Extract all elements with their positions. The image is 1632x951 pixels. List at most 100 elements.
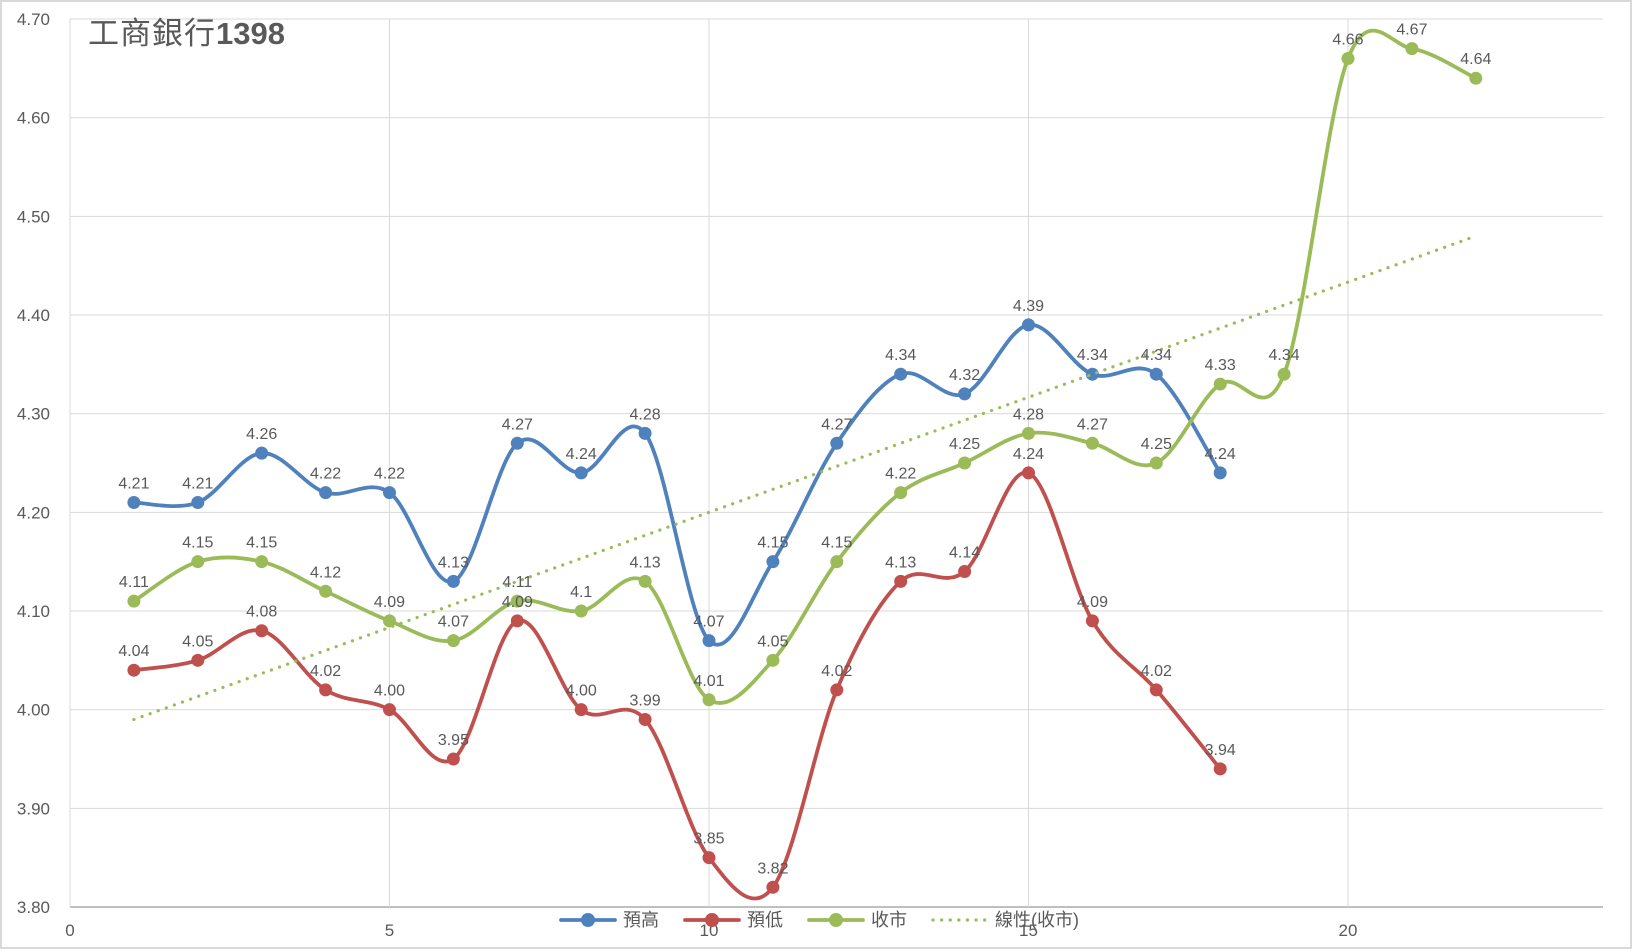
data-point-close <box>446 634 460 648</box>
chart-title-name: 工商銀行 <box>88 16 216 51</box>
data-point-low <box>1022 466 1035 480</box>
data-point-close <box>1341 51 1355 65</box>
data-label-close: 4.12 <box>310 564 341 581</box>
y-tick-label: 4.50 <box>17 207 50 226</box>
data-label-low: 3.94 <box>1205 742 1236 759</box>
data-point-high <box>958 387 972 401</box>
data-point-close <box>1022 426 1035 440</box>
y-tick-label: 4.00 <box>17 701 50 720</box>
series-low <box>127 466 1227 901</box>
data-label-close: 4.07 <box>438 614 469 631</box>
legend-label-high: 預高 <box>623 910 659 930</box>
legend-label-low: 預低 <box>747 910 783 930</box>
series-data-labels-low: 4.04 4.05 4.08 4.02 4.00 3.95 4.09 4.00 3.99 3.85… <box>118 446 1236 877</box>
series-high <box>127 318 1227 648</box>
x-tick-label: 0 <box>65 921 74 940</box>
data-point-close <box>958 456 972 470</box>
data-point-high <box>127 495 141 509</box>
data-point-high <box>1149 367 1163 381</box>
legend-item-low[interactable]: 預低 <box>683 910 783 930</box>
data-label-close: 4.11 <box>119 574 149 591</box>
series-close <box>127 28 1483 707</box>
data-point-high <box>383 486 396 500</box>
data-label-low: 4.02 <box>1141 663 1172 680</box>
data-label-high: 4.21 <box>182 475 213 492</box>
data-point-low <box>1085 614 1099 628</box>
data-label-close: 4.28 <box>1013 406 1044 423</box>
data-point-high <box>255 446 269 460</box>
data-label-low: 4.24 <box>1013 446 1044 463</box>
legend-item-close[interactable]: 收市 <box>807 910 907 930</box>
y-axis-tick-labels: 3.80 3.90 4.00 4.10 4.20 4.30 4.40 4.50 4.60 4.70 <box>17 10 50 917</box>
data-point-low <box>255 624 269 638</box>
data-point-low <box>383 703 396 717</box>
data-label-low: 4.04 <box>118 643 149 660</box>
series-data-labels-close: 4.11 4.15 4.15 4.12 4.09 4.07 4.11 4.1 4.13 4.01 4… <box>119 22 1492 690</box>
data-label-high: 4.27 <box>821 416 852 433</box>
data-point-close <box>1149 456 1163 470</box>
data-point-high <box>510 436 524 450</box>
legend-label-close: 收市 <box>871 910 907 930</box>
data-label-close: 4.64 <box>1460 51 1491 68</box>
series-markers-low <box>127 466 1227 894</box>
data-point-close <box>127 594 141 608</box>
y-tick-label: 4.10 <box>17 602 50 621</box>
chart-title-code: 1398 <box>216 16 285 51</box>
y-tick-label: 4.30 <box>17 405 50 424</box>
data-point-close <box>191 555 205 569</box>
data-label-high: 4.27 <box>502 416 533 433</box>
data-point-low <box>446 752 460 766</box>
data-label-close: 4.15 <box>182 535 213 552</box>
legend-item-high[interactable]: 預高 <box>559 910 659 930</box>
data-label-close: 4.66 <box>1332 31 1363 48</box>
y-tick-label: 3.80 <box>17 898 50 917</box>
legend-marker-high <box>581 913 595 927</box>
data-label-high: 4.26 <box>246 426 277 443</box>
x-tick-label: 20 <box>1339 921 1358 940</box>
data-label-low: 4.08 <box>246 604 277 621</box>
data-label-close: 4.27 <box>1077 416 1108 433</box>
data-label-high: 4.24 <box>1205 446 1236 463</box>
data-label-low: 4.13 <box>885 554 916 571</box>
data-label-low: 3.85 <box>693 831 724 848</box>
legend-item-trend-close[interactable]: 線性(收市) <box>931 910 1079 930</box>
gridlines <box>69 18 1603 908</box>
data-point-low <box>766 880 780 894</box>
series-markers-high <box>127 318 1227 648</box>
data-label-close: 4.01 <box>693 673 724 690</box>
data-point-high <box>319 486 333 500</box>
series-line-high[interactable] <box>132 322 1223 647</box>
data-label-high: 4.22 <box>310 466 341 483</box>
data-label-high: 4.15 <box>757 535 788 552</box>
data-label-low: 3.82 <box>757 860 788 877</box>
data-label-high: 4.34 <box>1141 347 1172 364</box>
trendline-trend-close[interactable] <box>132 234 1478 722</box>
data-point-high <box>638 426 652 440</box>
data-point-close <box>766 653 780 667</box>
data-point-close <box>383 614 396 628</box>
data-label-low: 4.05 <box>182 633 213 650</box>
data-point-close <box>1213 377 1227 391</box>
data-label-high: 4.24 <box>566 446 597 463</box>
data-label-low: 3.99 <box>630 693 661 710</box>
data-point-low <box>830 683 844 697</box>
series-line-close[interactable] <box>132 28 1478 705</box>
data-label-high: 4.21 <box>118 475 149 492</box>
x-tick-label: 15 <box>1019 921 1038 940</box>
data-point-close <box>1405 42 1419 56</box>
data-label-low: 3.95 <box>438 732 469 749</box>
data-label-low: 4.09 <box>1077 594 1108 611</box>
y-tick-label: 3.90 <box>17 799 50 818</box>
data-point-low <box>958 565 972 579</box>
data-point-high <box>894 367 908 381</box>
data-point-close <box>510 594 524 608</box>
data-label-close: 4.25 <box>949 436 980 453</box>
series-markers-close <box>127 42 1483 707</box>
data-label-high: 4.34 <box>885 347 916 364</box>
data-point-low <box>127 663 141 677</box>
data-label-low: 4.14 <box>949 545 980 562</box>
data-label-high: 4.13 <box>438 554 469 571</box>
data-label-high: 4.22 <box>374 466 405 483</box>
